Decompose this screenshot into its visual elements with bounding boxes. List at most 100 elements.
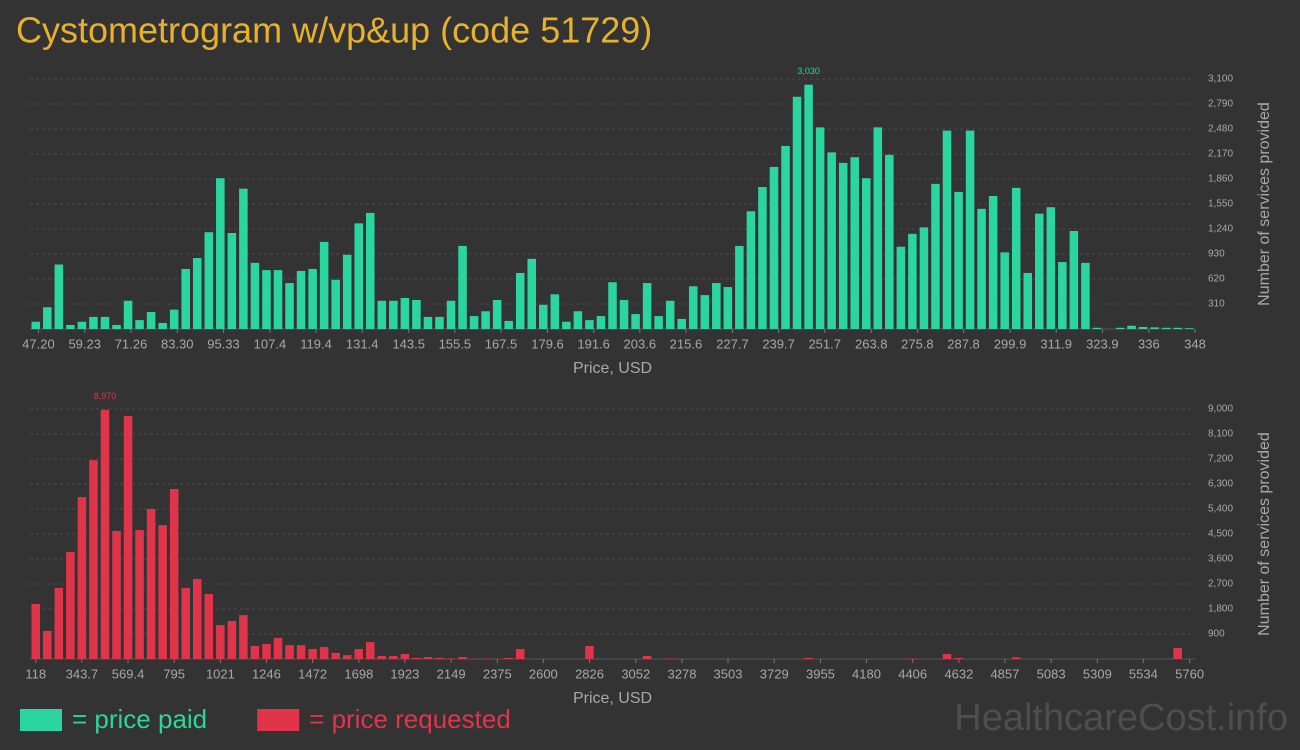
x-tick-label: 348 [1184,336,1206,351]
bar [216,178,225,329]
legend-label: = price paid [72,704,207,734]
x-tick-label: 275.8 [901,336,934,351]
bar [481,311,490,329]
bar [54,587,64,659]
bar [665,658,675,659]
x-tick-label: 1698 [344,666,373,681]
bar [354,223,364,329]
watermark: HealthcareCost.info [954,697,1288,739]
bar [781,145,790,329]
x-tick-label: 167.5 [485,336,518,351]
bar [285,645,294,659]
bar [827,152,836,329]
bar [942,654,952,659]
y-tick-label: 5,400 [1208,504,1233,515]
bar [954,191,963,329]
bar [619,299,629,329]
bar [1138,326,1148,329]
x-tick-label: 119.4 [300,336,332,351]
bar [285,283,294,329]
bar [308,268,317,329]
bar [642,655,652,659]
bar [792,96,802,329]
x-tick-label: 4180 [852,666,881,681]
x-tick-label: 3503 [714,666,743,681]
x-tick-label: 203.6 [624,336,657,351]
bar [331,652,340,659]
bar [377,655,387,659]
x-tick-label: 5534 [1129,666,1158,681]
bar [331,279,340,329]
x-tick-label: 1472 [298,666,327,681]
y-tick-label: 1,800 [1208,604,1233,615]
y-tick-label: 6,300 [1208,479,1233,490]
bar [77,497,87,659]
x-tick-label: 2826 [575,666,604,681]
bar [89,316,98,329]
bar [458,657,467,659]
y-tick-label: 2,790 [1208,99,1233,110]
x-tick-label: 4406 [898,666,927,681]
bar [539,304,548,329]
bar [631,314,640,329]
bar [908,658,917,659]
bar [931,183,940,329]
bar [504,657,513,659]
bar [342,254,352,329]
bar [1081,262,1090,329]
x-tick-label: 227.7 [716,336,749,351]
bar [700,295,710,329]
bar [492,299,502,329]
bar [1000,252,1009,329]
bar [515,649,525,659]
bar [919,227,929,329]
bar [366,212,375,329]
bar [77,321,87,329]
bar [112,324,121,329]
x-tick-label: 215.6 [670,336,703,351]
bar [1058,262,1067,329]
y-tick-label: 310 [1208,299,1225,310]
bar [66,324,75,329]
bar [608,282,617,329]
bar [873,127,883,329]
bar [1184,328,1194,329]
bar [308,649,317,659]
x-tick-label: 251.7 [808,336,841,351]
bar [54,264,64,329]
bar [204,594,214,659]
bar [135,530,144,659]
bar [146,312,156,329]
x-tick-label: 795 [163,666,185,681]
bar [723,287,733,329]
y-axis-title: Number of services provided [1256,432,1273,636]
bar [158,322,167,329]
x-tick-label: 131.4 [346,336,379,351]
bar [769,166,779,329]
bar [169,309,179,329]
bar [654,316,663,329]
x-tick-label: 1246 [252,666,281,681]
x-tick-label: 71.26 [115,336,148,351]
y-tick-label: 3,100 [1208,74,1233,85]
y-tick-label: 7,200 [1208,454,1233,465]
x-tick-label: 323.9 [1086,336,1119,351]
bar [366,642,375,659]
bar [458,245,467,329]
bar [342,655,352,659]
bar [389,655,398,659]
bar [135,320,144,329]
x-tick-label: 5760 [1175,666,1204,681]
bar [66,552,75,659]
bar [123,415,133,659]
x-tick-label: 47.20 [22,336,55,351]
bar [712,283,721,329]
bar [550,294,560,329]
x-tick-label: 3052 [621,666,650,681]
bar [446,300,456,329]
bar [596,316,606,329]
legend-swatch [20,709,62,731]
y-tick-label: 4,500 [1208,529,1233,540]
bar [1011,657,1021,659]
x-tick-label: 5309 [1083,666,1112,681]
